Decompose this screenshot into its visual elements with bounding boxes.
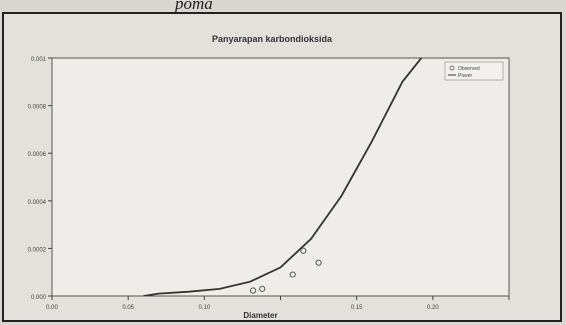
y-tick-label: 0.0002 — [28, 247, 47, 253]
figure-frame: Panyarapan karbondioksida 0.000 0.0002 0.00… — [2, 12, 562, 322]
x-tick-label: 0.05 — [122, 305, 134, 311]
data-point — [289, 271, 296, 278]
y-tick-label: 0.001 — [31, 57, 47, 63]
legend-label-power: Power — [458, 73, 473, 79]
x-tick-label: 0.10 — [198, 305, 210, 311]
chart-title: Panyarapan karbondioksida — [212, 34, 333, 44]
fit-line — [143, 58, 423, 296]
y-tick-label: 0.000 — [31, 295, 47, 301]
y-tick-label: 0.0006 — [28, 152, 47, 158]
data-point — [249, 287, 257, 294]
y-tick-label: 0.0004 — [28, 200, 47, 206]
legend-label-observed: Observed — [458, 66, 480, 72]
x-tick-label: 0.00 — [46, 305, 58, 311]
x-tick-label: 0.20 — [427, 305, 439, 311]
page-text-fragment: poma — [175, 0, 213, 13]
legend-box — [444, 61, 504, 81]
legend-marker-observed — [449, 65, 455, 71]
chart-svg: Panyarapan karbondioksida 0.000 0.0002 0.00… — [4, 14, 560, 320]
x-tick-label: 0.15 — [351, 305, 363, 311]
y-tick-label: 0.0008 — [28, 105, 47, 111]
data-point — [315, 259, 322, 266]
data-point — [300, 247, 307, 254]
x-axis-label: Diameter — [243, 311, 277, 320]
data-point — [259, 285, 266, 292]
plot-area — [51, 57, 510, 297]
